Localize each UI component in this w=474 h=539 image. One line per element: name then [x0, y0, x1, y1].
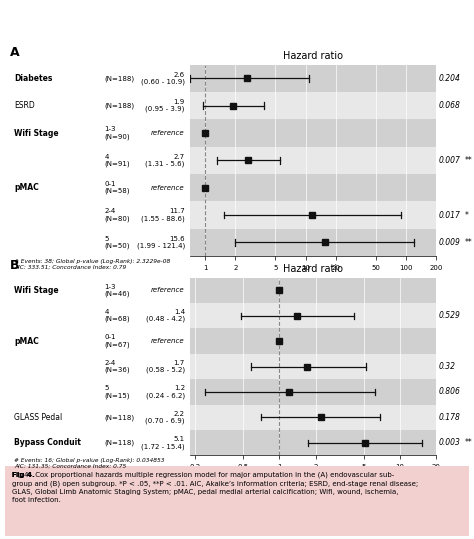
Text: 0.017: 0.017: [438, 211, 460, 219]
Text: A: A: [9, 46, 19, 59]
Text: Fig 4.: Fig 4.: [12, 472, 35, 478]
Bar: [190, 430, 436, 455]
Text: 1.4
(0.48 - 4.2): 1.4 (0.48 - 4.2): [146, 309, 185, 322]
Text: 0.178: 0.178: [438, 413, 460, 422]
Text: 4
(N=91): 4 (N=91): [104, 154, 130, 167]
Bar: [190, 229, 436, 256]
Text: # Events: 16; Global p-value (Log-Rank): 0.034853
AIC: 131.35; Concordance Index: # Events: 16; Global p-value (Log-Rank):…: [14, 458, 165, 469]
Text: (N=188): (N=188): [104, 75, 135, 81]
Text: Bypass Conduit: Bypass Conduit: [14, 438, 81, 447]
Text: 0.529: 0.529: [438, 311, 460, 320]
Bar: [190, 65, 436, 92]
Text: 2.7
(1.31 - 5.6): 2.7 (1.31 - 5.6): [146, 154, 185, 167]
Text: 0.009: 0.009: [438, 238, 460, 247]
Text: reference: reference: [151, 338, 185, 344]
Text: **: **: [465, 438, 472, 447]
Text: (N=118): (N=118): [104, 439, 135, 446]
Text: 1.7
(0.58 - 5.2): 1.7 (0.58 - 5.2): [146, 360, 185, 374]
Text: 0.806: 0.806: [438, 388, 460, 396]
Bar: [190, 354, 436, 379]
Text: Diabetes: Diabetes: [14, 74, 53, 83]
Text: 0-1
(N=58): 0-1 (N=58): [104, 181, 130, 195]
Text: 1.9
(0.95 - 3.9): 1.9 (0.95 - 3.9): [146, 99, 185, 113]
Text: 1-3
(N=46): 1-3 (N=46): [104, 284, 130, 297]
Text: 0-1
(N=67): 0-1 (N=67): [104, 334, 130, 348]
Text: # Events: 38; Global p-value (Log-Rank): 2.3229e-08
AIC: 333.51; Concordance Ind: # Events: 38; Global p-value (Log-Rank):…: [14, 259, 171, 270]
Text: 5
(N=50): 5 (N=50): [104, 236, 130, 249]
Bar: [190, 405, 436, 430]
Text: *: *: [465, 211, 468, 219]
Bar: [190, 174, 436, 202]
Text: **: **: [465, 156, 472, 165]
Text: 2-4
(N=80): 2-4 (N=80): [104, 208, 130, 222]
Bar: [190, 202, 436, 229]
Text: 2.6
(0.60 - 10.9): 2.6 (0.60 - 10.9): [141, 72, 185, 85]
Text: **: **: [465, 238, 472, 247]
Text: 0.003: 0.003: [438, 438, 460, 447]
Title: Hazard ratio: Hazard ratio: [283, 51, 343, 61]
Bar: [190, 92, 436, 119]
Text: 4
(N=68): 4 (N=68): [104, 309, 130, 322]
Text: 5.1
(1.72 - 15.4): 5.1 (1.72 - 15.4): [141, 436, 185, 450]
Bar: [190, 278, 436, 303]
Text: reference: reference: [151, 130, 185, 136]
Text: Wifi Stage: Wifi Stage: [14, 286, 59, 295]
Bar: [190, 303, 436, 328]
Bar: [190, 379, 436, 405]
Text: 0.204: 0.204: [438, 74, 460, 83]
Bar: [190, 119, 436, 147]
Text: 2-4
(N=36): 2-4 (N=36): [104, 360, 130, 374]
Text: 15.6
(1.99 - 121.4): 15.6 (1.99 - 121.4): [137, 236, 185, 249]
Text: Fig 4.: Fig 4.: [12, 472, 34, 478]
Text: 2.2
(0.70 - 6.9): 2.2 (0.70 - 6.9): [146, 411, 185, 424]
Text: 11.7
(1.55 - 88.6): 11.7 (1.55 - 88.6): [141, 208, 185, 222]
Text: 1-3
(N=90): 1-3 (N=90): [104, 126, 130, 140]
Text: (N=188): (N=188): [104, 102, 135, 109]
Text: 0.068: 0.068: [438, 101, 460, 110]
Text: pMAC: pMAC: [14, 183, 39, 192]
Bar: [190, 147, 436, 174]
Text: Fig 4.  Cox proportional hazards multiple regression model for major amputation : Fig 4. Cox proportional hazards multiple…: [12, 472, 418, 503]
Text: 5
(N=15): 5 (N=15): [104, 385, 130, 399]
Text: 0.32: 0.32: [438, 362, 456, 371]
Text: (N=118): (N=118): [104, 414, 135, 420]
Text: B: B: [9, 259, 19, 272]
Text: Wifi Stage: Wifi Stage: [14, 128, 59, 137]
Text: pMAC: pMAC: [14, 337, 39, 345]
Text: ESRD: ESRD: [14, 101, 35, 110]
Title: Hazard ratio: Hazard ratio: [283, 264, 343, 274]
Text: reference: reference: [151, 287, 185, 293]
Text: 1.2
(0.24 - 6.2): 1.2 (0.24 - 6.2): [146, 385, 185, 399]
Bar: [190, 328, 436, 354]
Text: 0.007: 0.007: [438, 156, 460, 165]
Text: reference: reference: [151, 185, 185, 191]
Text: GLASS Pedal: GLASS Pedal: [14, 413, 63, 422]
